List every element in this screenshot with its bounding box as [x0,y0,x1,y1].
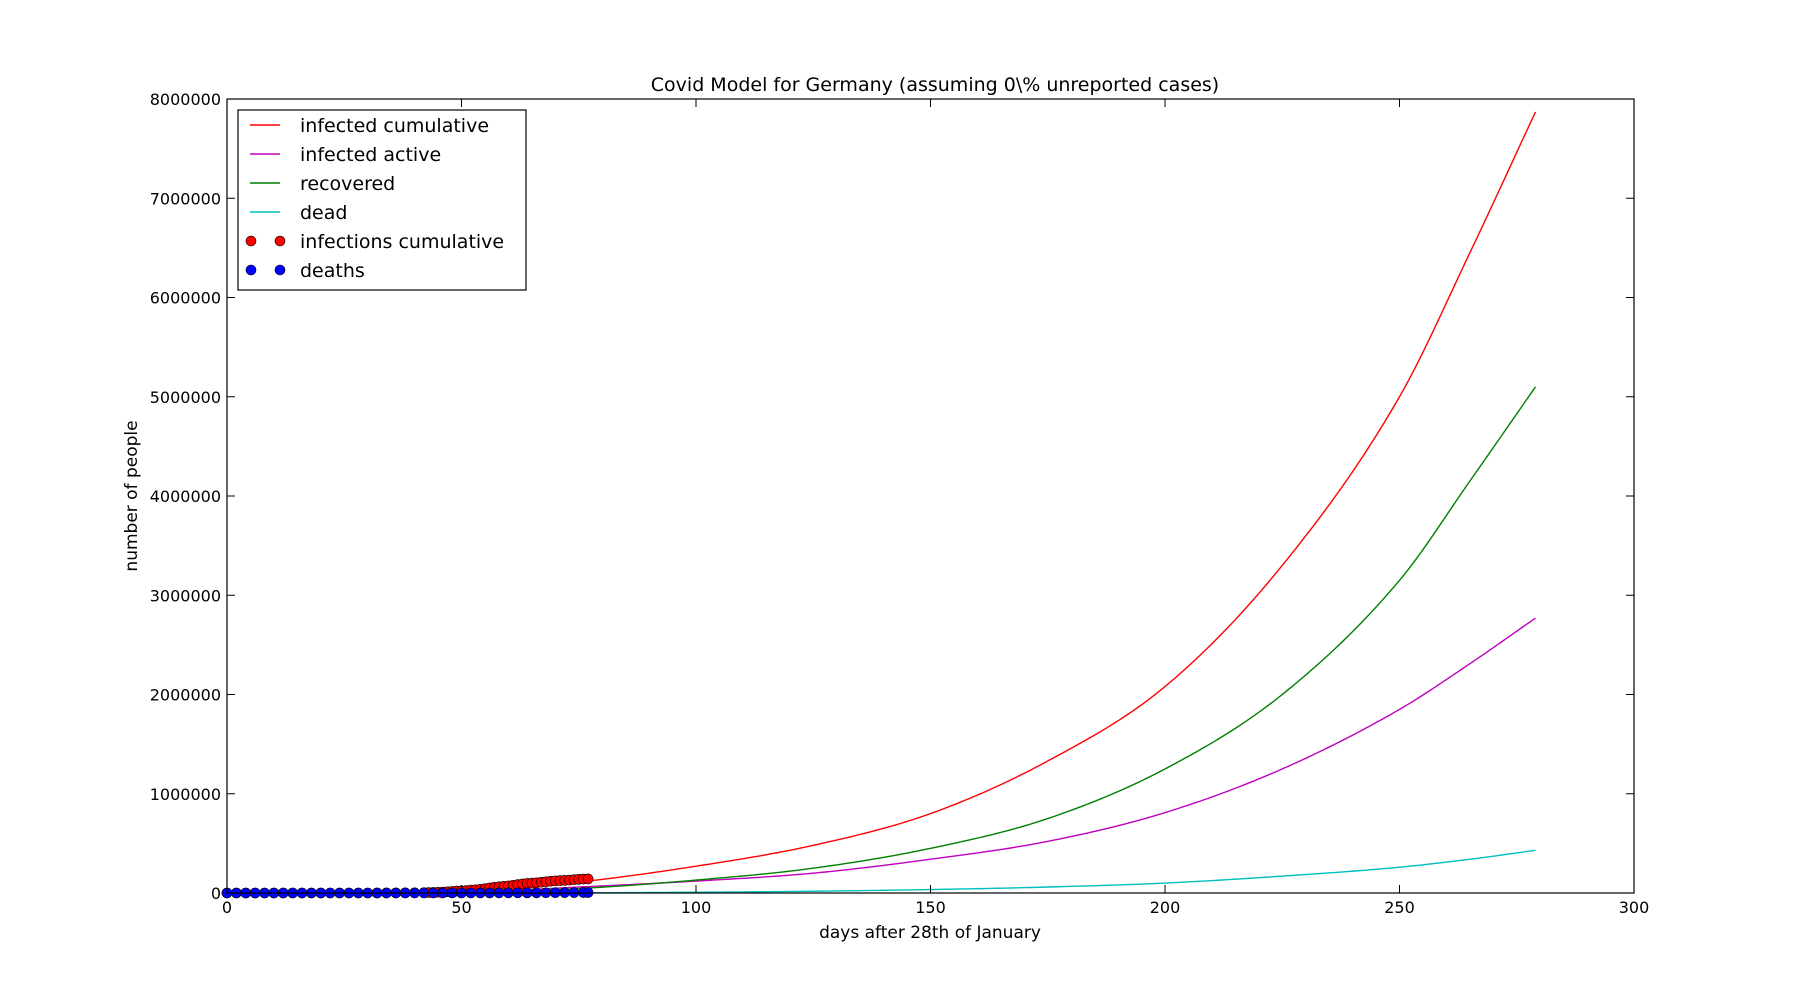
y-axis-label: number of people [122,420,142,571]
legend-swatch [245,264,257,276]
legend-swatch [274,235,286,247]
y-tick-label: 5000000 [150,388,221,407]
y-tick-label: 3000000 [150,586,221,605]
y-tick-label: 1000000 [150,785,221,804]
legend: infected cumulative infected active recove… [237,109,527,291]
x-axis-label: days after 28th of January [819,923,1041,943]
x-tick-label: 300 [1619,898,1650,917]
y-tick-label: 8000000 [150,90,221,109]
legend-label: recovered [300,173,395,195]
point-infections-cumulative [582,873,594,885]
x-tick-label: 100 [681,898,712,917]
legend-label: infected cumulative [300,115,489,137]
legend-swatch [245,235,257,247]
y-tick-label: 0 [211,884,221,903]
legend-label: infections cumulative [300,231,504,253]
x-tick-label: 50 [451,898,471,917]
y-tick-label: 4000000 [150,487,221,506]
legend-label: infected active [300,144,441,166]
y-tick-label: 6000000 [150,289,221,308]
x-tick-label: 0 [222,898,232,917]
x-tick-label: 200 [1150,898,1181,917]
x-axis: 0 50 100 150 200 250 300 [222,99,1649,917]
legend-label: dead [300,202,347,224]
legend-box [237,109,527,291]
legend-swatch [274,264,286,276]
chart-title: Covid Model for Germany (assuming 0\% un… [651,74,1219,96]
y-tick-label: 2000000 [150,686,221,705]
x-tick-label: 250 [1384,898,1415,917]
legend-label: deaths [300,260,365,282]
y-axis: 0 1000000 2000000 3000000 4000000 5000000 6000… [150,90,1634,903]
y-tick-label: 7000000 [150,189,221,208]
x-tick-label: 150 [915,898,946,917]
